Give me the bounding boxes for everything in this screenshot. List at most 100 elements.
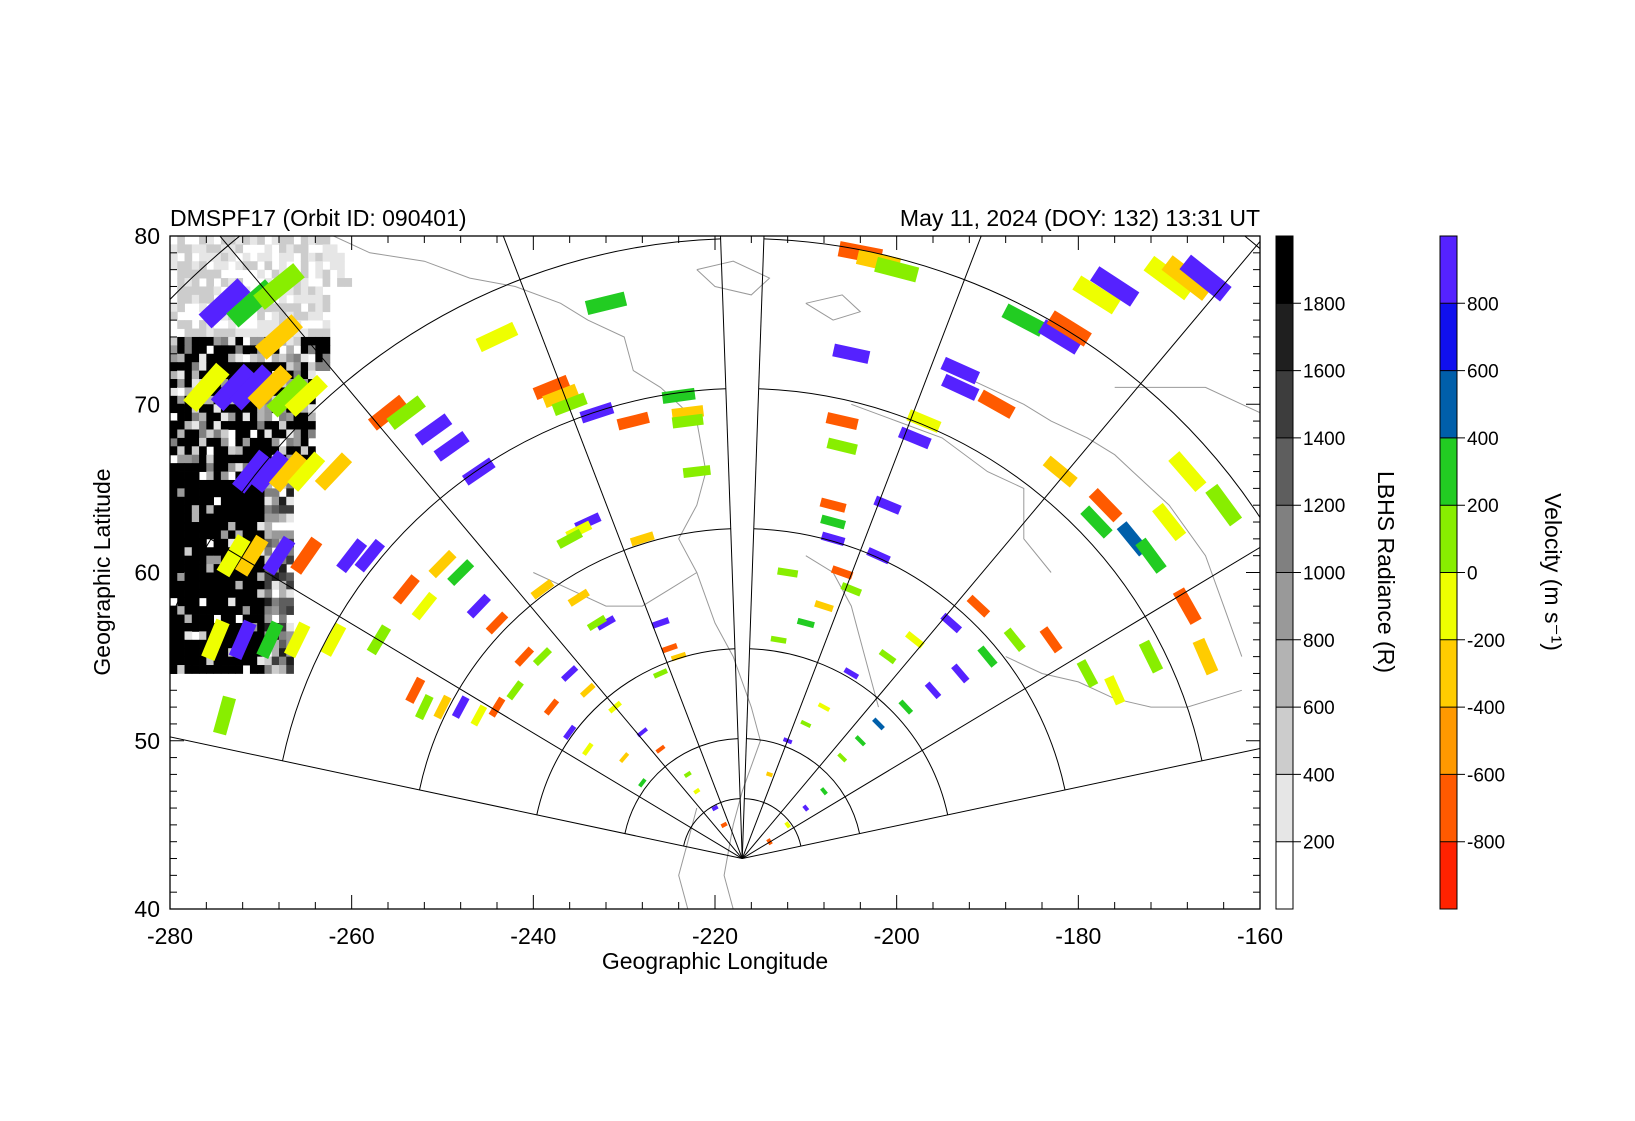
- radiance-pixel: [177, 488, 185, 498]
- radiance-pixel: [206, 580, 214, 590]
- x-tick-label: -280: [147, 923, 193, 949]
- radiance-pixel: [257, 404, 265, 414]
- radiance-pixel: [249, 437, 258, 447]
- radiance-pixel: [206, 269, 214, 279]
- radiance-pixel: [199, 261, 207, 271]
- radiance-pixel: [184, 387, 193, 397]
- radiance-pixel: [286, 513, 294, 523]
- radiance-pixel: [191, 479, 200, 489]
- x-tick-label: -160: [1237, 923, 1283, 949]
- radiance-pixel: [271, 656, 280, 666]
- radiance-pixel: [184, 278, 193, 287]
- colorbar-swatch: [1276, 236, 1293, 304]
- velocity-cell: [682, 465, 711, 478]
- radiance-pixel: [199, 269, 207, 279]
- velocity-cell: [924, 681, 942, 700]
- radiance-pixel: [191, 597, 200, 607]
- velocity-cell: [1001, 303, 1047, 337]
- radiance-pixel: [199, 606, 207, 615]
- radiance-pixel: [228, 362, 236, 371]
- radiance-pixel: [308, 345, 316, 355]
- radiance-pixel: [249, 404, 258, 414]
- radiance-pixel: [228, 353, 236, 363]
- radiance-pixel: [184, 261, 193, 271]
- radiance-pixel: [286, 606, 294, 615]
- radiance-pixel: [286, 362, 294, 371]
- radiance-pixel: [293, 412, 302, 422]
- radiance-pixel: [199, 463, 207, 472]
- radiance-pixel: [228, 345, 236, 355]
- radiance-pixel: [184, 479, 193, 489]
- radiance-pixel: [300, 269, 309, 279]
- radiance-pixel: [191, 530, 200, 540]
- colorbar-tick-label: -200: [1467, 631, 1505, 652]
- radiance-pixel: [257, 437, 265, 447]
- colorbar-swatch: [1276, 572, 1293, 641]
- radiance-pixel: [184, 362, 193, 371]
- radiance-pixel: [228, 580, 236, 590]
- coastline-alaska-north-coast: [1114, 386, 1260, 414]
- beam-line: [742, 747, 1260, 860]
- radiance-pixel: [308, 404, 316, 414]
- radiance-pixel: [206, 564, 214, 573]
- radiance-pixel: [249, 236, 258, 245]
- radiance-pixel: [184, 244, 193, 254]
- radiance-pixel: [271, 648, 280, 658]
- radiance-pixel: [177, 370, 185, 380]
- radiance-pixel: [242, 404, 251, 414]
- radiance-pixel: [235, 412, 244, 422]
- radiance-pixel: [286, 244, 294, 254]
- radiance-pixel: [177, 656, 185, 666]
- velocity-cell: [1143, 255, 1195, 301]
- colorbar-swatch: [1276, 841, 1293, 910]
- velocity-cell: [563, 724, 577, 740]
- velocity-cell: [198, 278, 251, 329]
- radiance-pixel: [199, 320, 207, 329]
- radiance-pixel: [271, 505, 280, 515]
- radiance-pixel: [213, 606, 222, 615]
- velocity-cell: [411, 591, 438, 621]
- radiance-pixel: [213, 479, 222, 489]
- radiance-pixel: [279, 665, 287, 674]
- colorbar-swatch: [1440, 303, 1457, 372]
- radiance-pixel: [257, 488, 265, 498]
- radiance-pixel: [177, 479, 185, 489]
- radiance-pixel: [235, 606, 244, 615]
- radiance-pixel: [177, 362, 185, 371]
- velocity-cell: [636, 727, 649, 738]
- radiance-pixel: [242, 252, 251, 262]
- radiance-pixel: [264, 547, 273, 557]
- radiance-pixel: [286, 597, 294, 607]
- radiance-pixel: [249, 522, 258, 531]
- coastline-kamchatka-coast: [805, 555, 879, 708]
- radiance-pixel: [191, 639, 200, 649]
- radiance-pixel: [242, 597, 251, 607]
- radiance-pixel: [177, 648, 185, 658]
- velocity-cell: [268, 450, 308, 493]
- radiance-pixel: [199, 496, 207, 506]
- radiance-pixel: [228, 606, 236, 615]
- velocity-cell: [447, 559, 475, 586]
- radiance-pixel: [264, 421, 273, 430]
- velocity-cell: [235, 534, 269, 577]
- radiance-pixel: [293, 370, 302, 380]
- radiance-pixel: [220, 505, 229, 515]
- radiance-pixel: [206, 395, 214, 405]
- radiance-pixel: [286, 496, 294, 506]
- radiance-pixel: [315, 345, 323, 355]
- radiance-pixel: [177, 454, 185, 464]
- radiance-pixel: [308, 252, 316, 262]
- radiance-pixel: [322, 320, 331, 329]
- radiance-pixel: [235, 328, 244, 338]
- radiance-pixel: [249, 261, 258, 271]
- velocity-cell: [475, 321, 519, 353]
- radiance-pixel: [279, 412, 287, 422]
- radiance-pixel: [170, 395, 178, 405]
- radiance-pixel: [177, 294, 185, 304]
- radiance-pixel: [220, 522, 229, 531]
- radiance-pixel: [206, 614, 214, 624]
- radiance-pixel: [213, 580, 222, 590]
- radiance-pixel: [191, 294, 200, 304]
- radiance-pixel: [170, 614, 178, 624]
- radiance-pixel: [177, 261, 185, 271]
